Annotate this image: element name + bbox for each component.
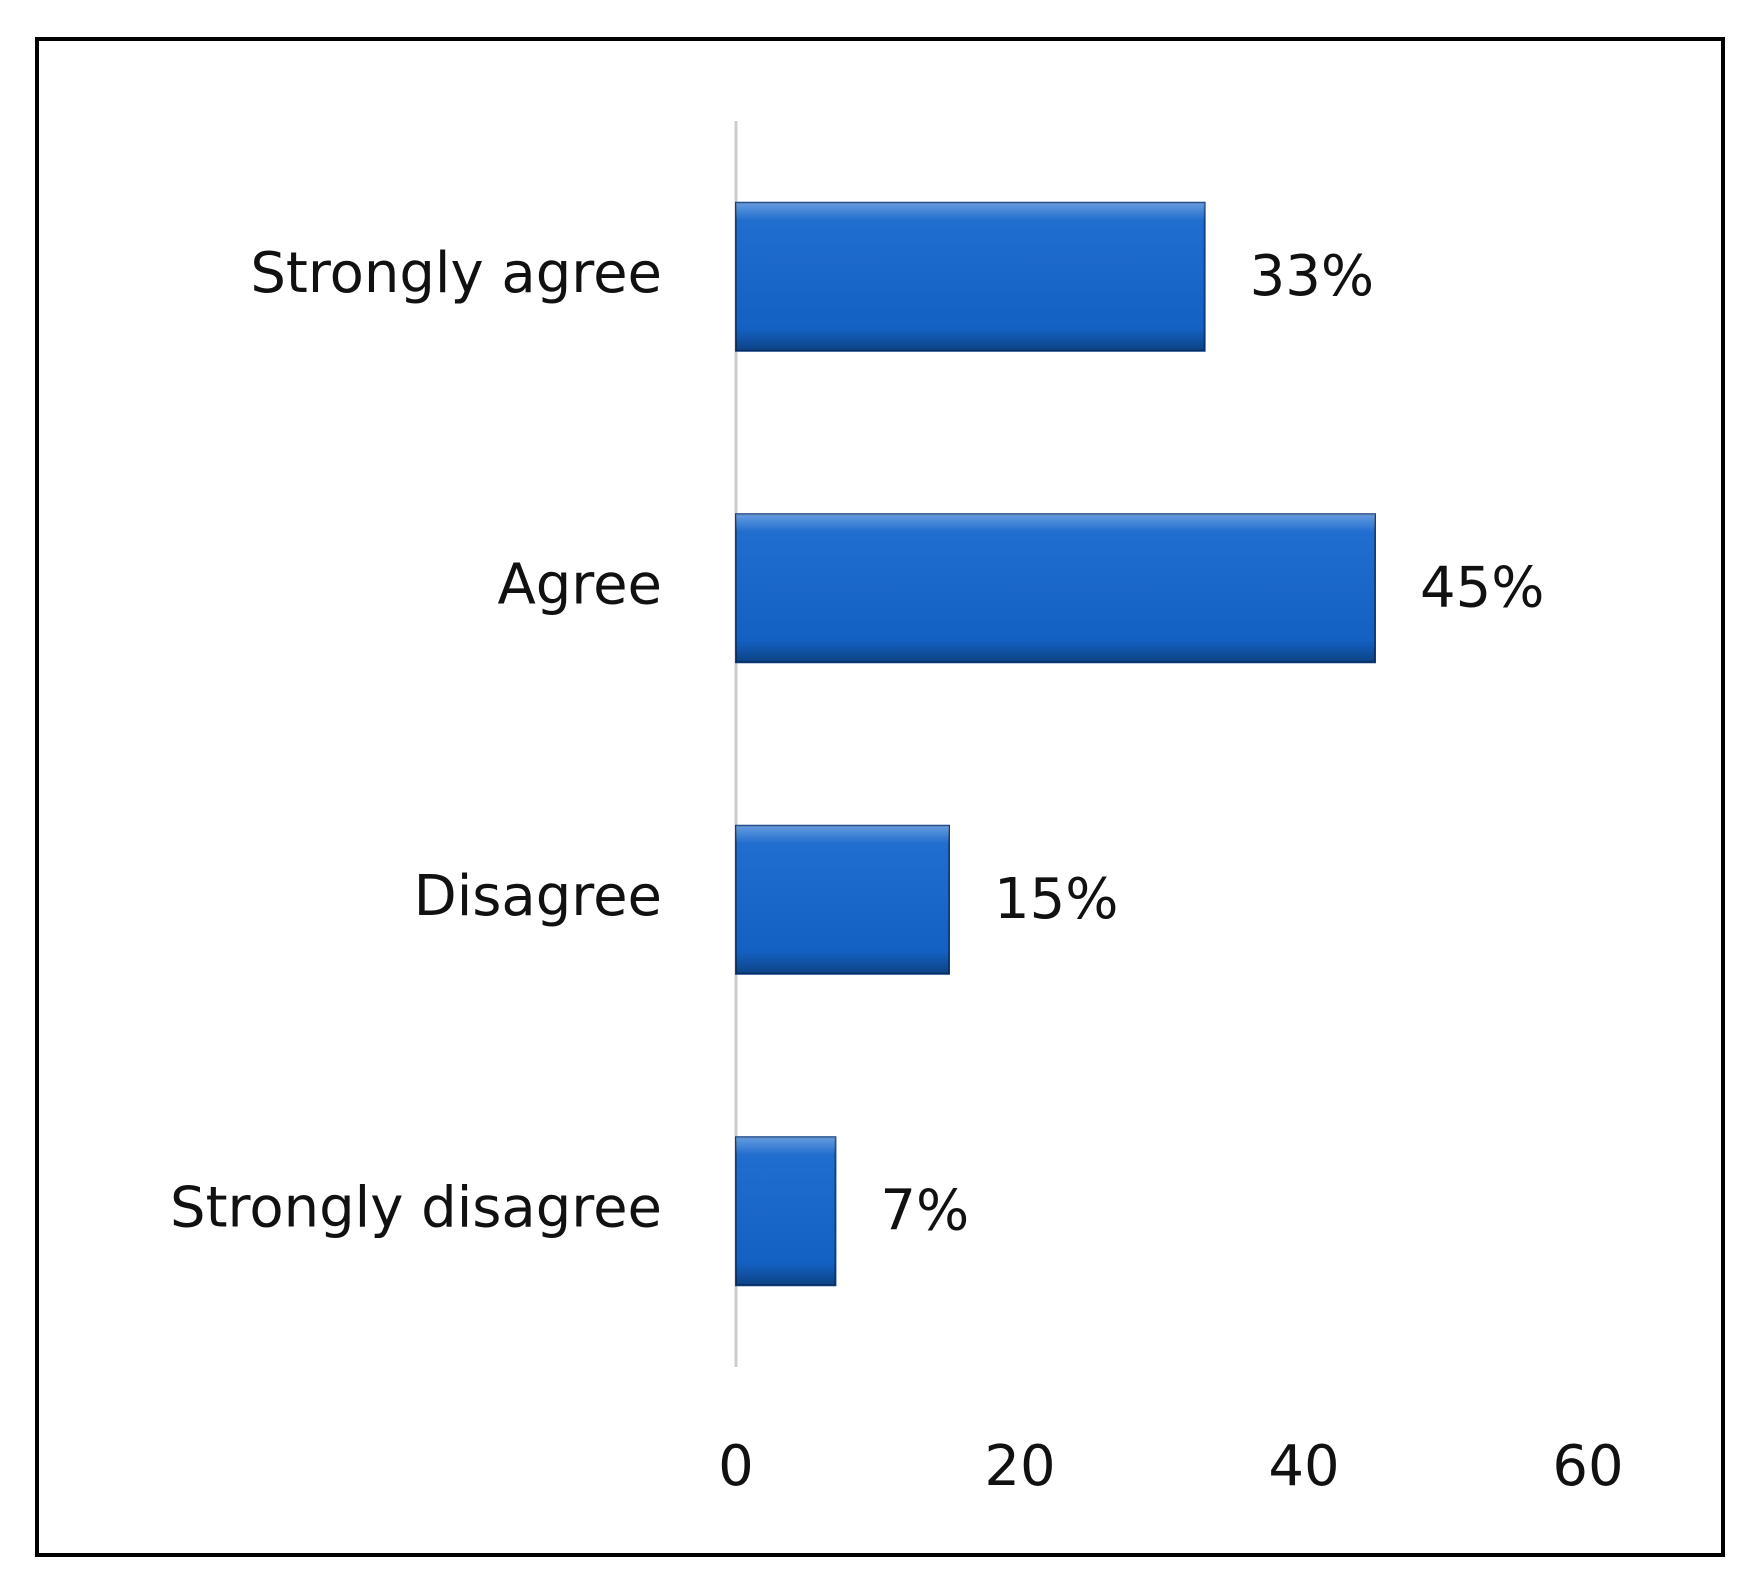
- x-tick-label: 0: [718, 1434, 754, 1499]
- x-tick-label: 60: [1552, 1434, 1623, 1499]
- value-label: 33%: [1250, 244, 1374, 309]
- value-label: 45%: [1420, 555, 1544, 620]
- bar-shade: [736, 825, 949, 974]
- chart-border: [35, 37, 1725, 1557]
- y-tick-label: Disagree: [414, 864, 662, 929]
- bar-shade: [736, 202, 1205, 351]
- bar-shade: [736, 1137, 836, 1286]
- y-tick-label: Agree: [497, 552, 662, 617]
- x-tick-label: 20: [984, 1434, 1055, 1499]
- y-tick-label: Strongly disagree: [170, 1175, 662, 1240]
- x-tick-label: 40: [1268, 1434, 1339, 1499]
- bar-shade: [736, 514, 1375, 663]
- value-label: 15%: [994, 867, 1118, 932]
- y-tick-label: Strongly agree: [250, 241, 662, 306]
- value-label: 7%: [880, 1178, 969, 1243]
